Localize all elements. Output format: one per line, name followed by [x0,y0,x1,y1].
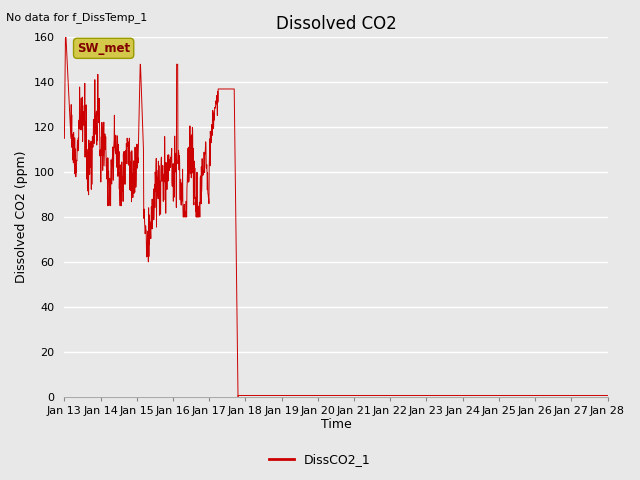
Legend: DissCO2_1: DissCO2_1 [264,448,376,471]
Title: Dissolved CO2: Dissolved CO2 [276,15,396,33]
Text: SW_met: SW_met [77,42,130,55]
X-axis label: Time: Time [321,419,351,432]
Y-axis label: Dissolved CO2 (ppm): Dissolved CO2 (ppm) [15,151,28,283]
Text: No data for f_DissTemp_1: No data for f_DissTemp_1 [6,12,148,23]
